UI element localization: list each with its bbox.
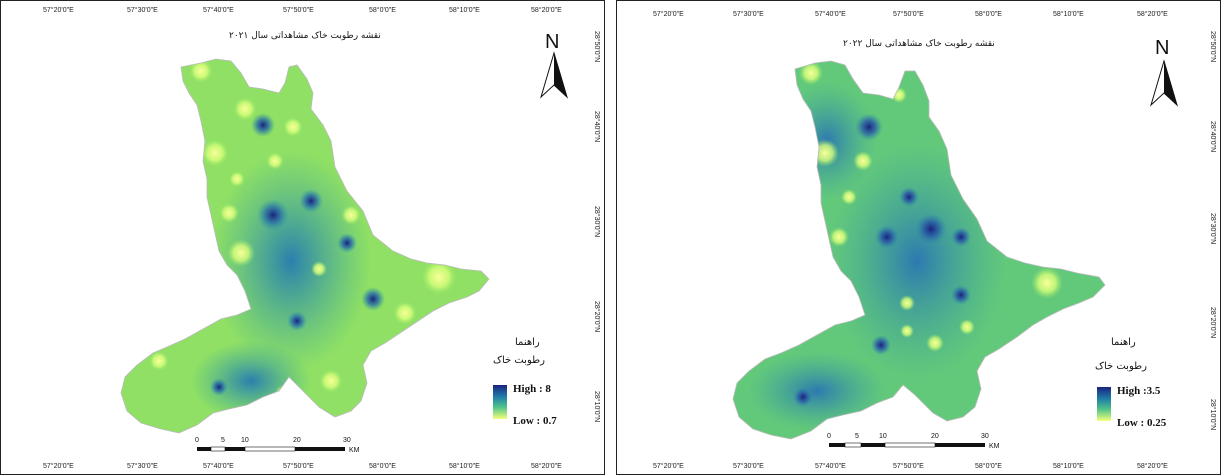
scale-unit: KM [989, 443, 1000, 450]
bottom-coord: 58°20'0"E [1137, 463, 1168, 470]
top-coord: 57°30'0"E [733, 11, 764, 18]
right-coord: 28°50'0"N [1209, 31, 1216, 63]
right-coord: 28°10'0"N [1209, 399, 1216, 431]
top-coord: 58°0'0"E [975, 11, 1002, 18]
right-coord: 28°10'0"N [593, 391, 600, 423]
scale-label: 10 [241, 437, 249, 444]
top-coord: 57°40'0"E [203, 7, 234, 14]
top-coord: 57°40'0"E [815, 11, 846, 18]
right-coord: 28°20'0"N [1209, 307, 1216, 339]
scale-unit: KM [349, 447, 360, 454]
top-coord: 58°0'0"E [369, 7, 396, 14]
legend-title: رطوبت خاک [493, 355, 545, 366]
scale-label: 0 [195, 437, 199, 444]
bottom-coord: 58°10'0"E [449, 463, 480, 470]
top-coord: 58°10'0"E [449, 7, 480, 14]
legend-title: رطوبت خاک [1095, 361, 1147, 372]
bottom-coord: 57°50'0"E [283, 463, 314, 470]
right-coord: 28°50'0"N [593, 31, 600, 63]
scale-bar [829, 442, 985, 448]
map-title: نقشه رطوبت خاک مشاهداتی سال ۲۰۲۲ [843, 39, 995, 49]
scale-label: 20 [293, 437, 301, 444]
right-coord: 28°20'0"N [593, 301, 600, 333]
top-coord: 57°20'0"E [653, 11, 684, 18]
legend-gradient [493, 385, 507, 419]
bottom-coord: 57°30'0"E [127, 463, 158, 470]
bottom-coord: 57°40'0"E [203, 463, 234, 470]
bottom-coord: 57°30'0"E [733, 463, 764, 470]
north-label: N [545, 31, 560, 53]
top-coord: 57°50'0"E [283, 7, 314, 14]
bottom-coord: 58°20'0"E [531, 463, 562, 470]
legend-low: Low : 0.7 [513, 415, 557, 427]
map-panel-2021: 57°20'0"E 57°30'0"E 57°40'0"E 57°50'0"E … [0, 0, 605, 475]
map-title: نقشه رطوبت خاک مشاهداتی سال ۲۰۲۱ [229, 31, 381, 41]
scale-bar [197, 446, 345, 452]
right-coord: 28°40'0"N [593, 111, 600, 143]
right-coord: 28°40'0"N [1209, 121, 1216, 153]
top-coord: 57°20'0"E [43, 7, 74, 14]
top-coord: 57°30'0"E [127, 7, 158, 14]
right-coord: 28°30'0"N [593, 206, 600, 238]
legend-high: High : 8 [513, 383, 551, 395]
bottom-coord: 57°40'0"E [815, 463, 846, 470]
legend-heading: راهنما [1111, 337, 1136, 348]
top-coord: 58°20'0"E [1137, 11, 1168, 18]
top-coord: 58°10'0"E [1053, 11, 1084, 18]
top-coord: 58°20'0"E [531, 7, 562, 14]
scale-label: 30 [343, 437, 351, 444]
bottom-coord: 58°10'0"E [1053, 463, 1084, 470]
bottom-coord: 57°50'0"E [893, 463, 924, 470]
bottom-coord: 58°0'0"E [975, 463, 1002, 470]
north-label: N [1155, 37, 1170, 59]
legend-heading: راهنما [515, 337, 540, 348]
scale-label: 5 [221, 437, 225, 444]
bottom-coord: 57°20'0"E [653, 463, 684, 470]
scale-label: 5 [855, 433, 859, 440]
right-coord: 28°30'0"N [1209, 213, 1216, 245]
map-panel-2022: 57°20'0"E 57°30'0"E 57°40'0"E 57°50'0"E … [616, 0, 1221, 475]
bottom-coord: 57°20'0"E [43, 463, 74, 470]
soil-moisture-map-2021 [120, 51, 568, 452]
scale-label: 10 [879, 433, 887, 440]
scale-label: 30 [981, 433, 989, 440]
legend-high: High :3.5 [1117, 385, 1161, 397]
legend-low: Low : 0.25 [1117, 417, 1167, 429]
legend-gradient [1097, 387, 1111, 421]
scale-label: 0 [827, 433, 831, 440]
top-coord: 57°50'0"E [893, 11, 924, 18]
scale-label: 20 [931, 433, 939, 440]
bottom-coord: 58°0'0"E [369, 463, 396, 470]
soil-moisture-map-2022 [732, 59, 1178, 448]
